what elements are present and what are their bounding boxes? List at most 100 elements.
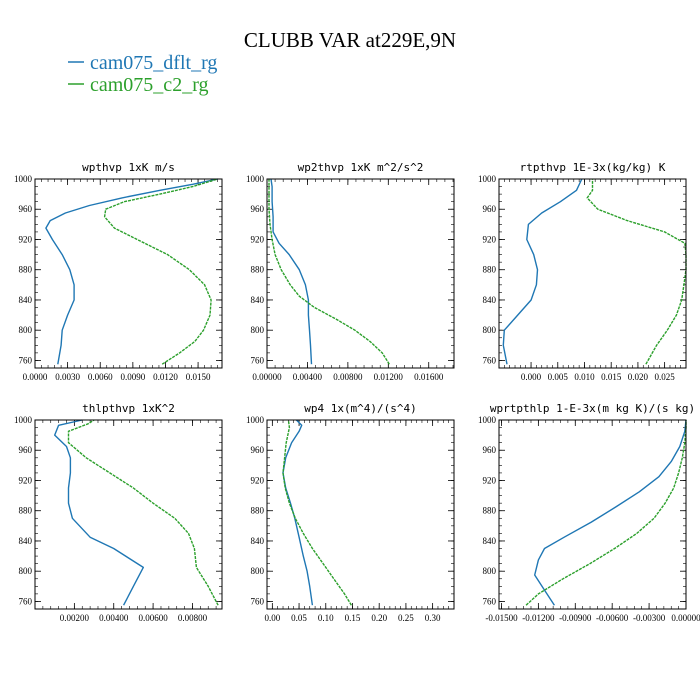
x-tick-label: 0.010 [574,372,595,382]
y-tick-label: 880 [251,265,265,275]
y-tick-label: 800 [19,566,33,576]
y-tick-label: 760 [19,355,33,365]
series-line-dflt [45,178,218,365]
series-line-c2 [103,178,218,365]
y-tick-label: 1000 [246,415,265,425]
y-tick-label: 760 [483,596,497,606]
x-tick-label: 0.00400 [293,372,323,382]
series-line-c2 [525,420,687,606]
panel-2: wp2thvp 1xK m^2/s^2 760 800 840 880 920 960 100… [246,161,455,382]
x-tick-label: 0.01600 [414,372,444,382]
y-tick-label: 840 [483,295,497,305]
x-tick-label: 0.0150 [186,372,211,382]
x-tick-label: 0.0060 [88,372,113,382]
y-tick-label: 840 [251,295,265,305]
y-tick-label: 760 [483,355,497,365]
y-tick-label: 1000 [478,174,497,184]
y-tick-label: 760 [251,596,265,606]
x-tick-label: 0.020 [628,372,649,382]
x-tick-label: 0.00400 [99,613,129,623]
panel-1: wpthvp 1xK m/s 760 800 840 880 920 960 1000 0.00… [14,161,223,382]
x-tick-label: -0.01500 [485,613,518,623]
x-tick-label: 0.000 [521,372,542,382]
x-tick-label: 0.30 [425,613,441,623]
x-tick-label: -0.00300 [633,613,666,623]
y-tick-label: 800 [19,325,33,335]
y-tick-label: 760 [251,355,265,365]
x-tick-label: 0.00000 [252,372,282,382]
panels: wpthvp 1xK m/s 760 800 840 880 920 960 1000 0.00… [14,161,700,623]
x-tick-label: -0.00900 [559,613,592,623]
panel-5: wp4 1x(m^4)/(s^4) 760 800 840 880 920 960 1000 0… [246,402,455,623]
y-tick-label: 840 [483,536,497,546]
series-line-dflt [282,419,314,606]
series-line-dflt [54,419,145,606]
plot-frame [34,419,223,610]
legend: cam075_dflt_rg cam075_c2_rg [68,52,217,96]
x-tick-label: 0.00800 [178,613,208,623]
panel-title: wprtpthlp 1-E-3x(m kg K)/(s kg) [490,402,695,415]
x-tick-label: 0.00000 [671,613,700,623]
y-tick-label: 880 [19,506,33,516]
panel-title: wp4 1x(m^4)/(s^4) [304,402,417,415]
x-tick-label: 0.05 [291,613,307,623]
y-tick-label: 920 [483,234,497,244]
y-tick-label: 880 [251,506,265,516]
x-tick-label: 0.0030 [55,372,80,382]
series-line-c2 [282,419,352,606]
y-tick-label: 1000 [14,174,33,184]
figure-title: CLUBB VAR at229E,9N [244,28,456,52]
y-tick-label: 1000 [246,174,265,184]
x-tick-label: 0.00600 [138,613,168,623]
y-tick-label: 960 [19,445,33,455]
y-tick-label: 800 [483,325,497,335]
x-tick-label: 0.00200 [60,613,90,623]
y-tick-label: 920 [251,475,265,485]
plot-frame [34,178,223,369]
y-tick-label: 800 [251,325,265,335]
series-line-c2 [586,179,687,365]
panel-4: thlpthvp 1xK^2 760 800 840 880 920 960 1000 0.00… [14,402,223,623]
x-tick-label: 0.00800 [333,372,363,382]
y-tick-label: 760 [19,596,33,606]
y-tick-label: 920 [251,234,265,244]
y-tick-label: 1000 [478,415,497,425]
series-line-dflt [534,419,687,606]
x-tick-label: 0.10 [318,613,334,623]
x-tick-label: 0.00 [264,613,280,623]
y-tick-label: 920 [483,475,497,485]
y-tick-label: 800 [251,566,265,576]
x-tick-label: 0.0090 [120,372,145,382]
y-tick-label: 880 [483,506,497,516]
panel-title: wpthvp 1xK m/s [82,161,175,174]
x-tick-label: 0.005 [548,372,569,382]
y-tick-label: 880 [19,265,33,275]
x-tick-label: 0.20 [371,613,387,623]
x-tick-label: 0.0000 [23,372,48,382]
series-line-dflt [502,178,583,365]
legend-label-dflt: cam075_dflt_rg [90,52,217,74]
y-tick-label: 1000 [14,415,33,425]
series-line-c2 [268,179,390,365]
x-tick-label: 0.025 [655,372,676,382]
plot-frame [266,178,455,369]
y-tick-label: 920 [19,234,33,244]
y-tick-label: 880 [483,265,497,275]
x-tick-label: 0.25 [398,613,414,623]
x-tick-label: 0.015 [601,372,622,382]
plot-frame [498,419,687,610]
y-tick-label: 960 [483,445,497,455]
y-tick-label: 960 [251,445,265,455]
y-tick-label: 960 [19,204,33,214]
panel-title: thlpthvp 1xK^2 [82,402,175,415]
plot-frame [266,419,455,610]
x-tick-label: -0.01200 [522,613,555,623]
plot-frame [498,178,687,369]
x-tick-label: 0.0120 [153,372,178,382]
y-tick-label: 800 [483,566,497,576]
series-line-dflt [270,178,313,365]
y-tick-label: 840 [19,536,33,546]
y-tick-label: 920 [19,475,33,485]
y-tick-label: 960 [251,204,265,214]
